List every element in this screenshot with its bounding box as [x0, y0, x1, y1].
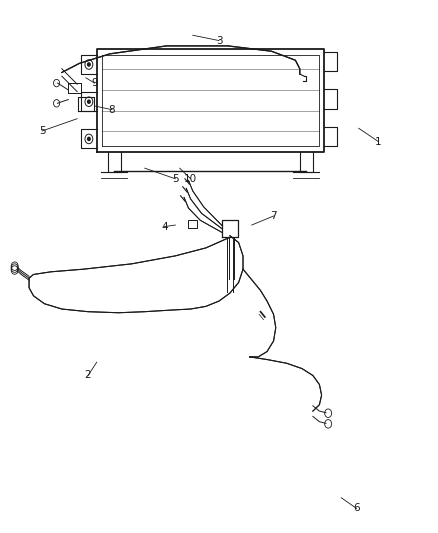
Text: 7: 7 — [270, 211, 277, 221]
Text: 10: 10 — [184, 174, 197, 184]
Circle shape — [88, 100, 90, 103]
Text: 1: 1 — [375, 136, 381, 147]
Text: 2: 2 — [85, 370, 92, 381]
Text: 4: 4 — [161, 222, 168, 232]
Text: 3: 3 — [215, 36, 223, 45]
Text: 8: 8 — [109, 104, 115, 115]
Text: 5: 5 — [39, 126, 46, 136]
Text: 6: 6 — [353, 503, 360, 513]
Text: 9: 9 — [91, 78, 98, 88]
Text: 5: 5 — [172, 174, 179, 184]
Circle shape — [88, 63, 90, 66]
Circle shape — [88, 138, 90, 141]
